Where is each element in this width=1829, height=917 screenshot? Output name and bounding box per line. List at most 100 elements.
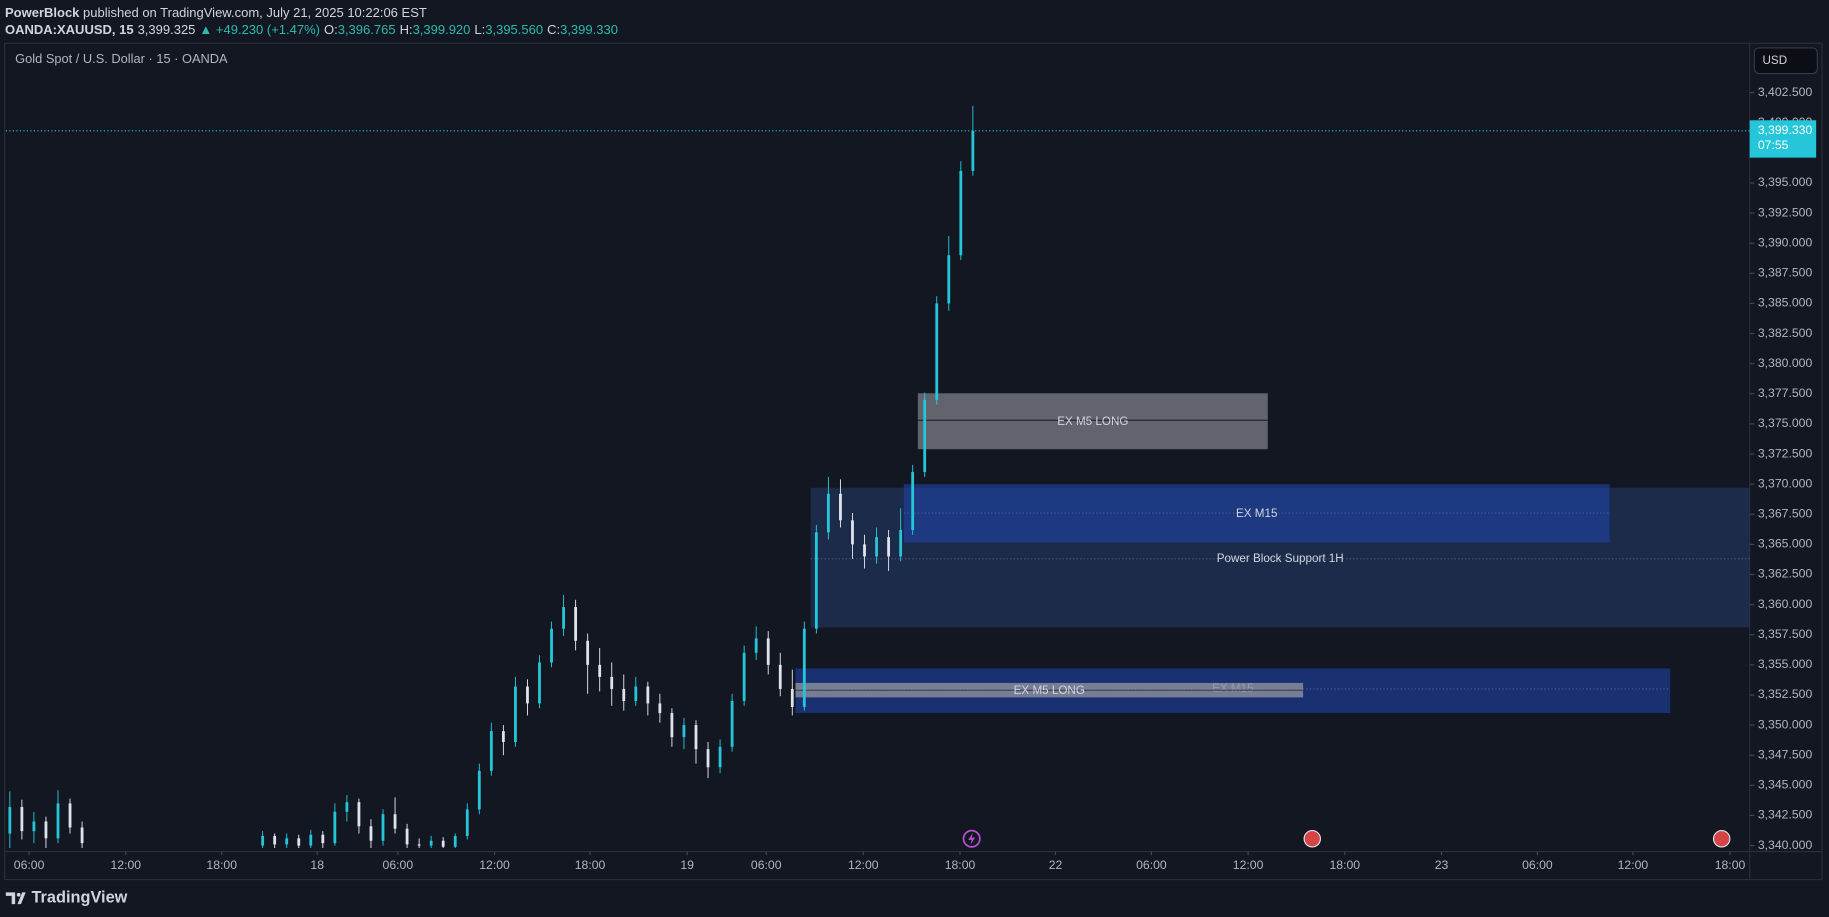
candle-body (32, 821, 36, 832)
header-line-1: PowerBlock published on TradingView.com,… (5, 4, 622, 21)
x-tick-label: 06:00 (1522, 858, 1553, 872)
x-tick-label: 12:00 (479, 858, 510, 872)
candle-body (887, 537, 890, 557)
candle-body (345, 802, 349, 812)
candle-body (405, 828, 409, 845)
candle-body (754, 638, 758, 653)
candle-body (550, 628, 553, 663)
candle-body (44, 821, 48, 839)
candle-body (694, 725, 698, 750)
candle-body (827, 493, 830, 533)
candle-body (441, 840, 445, 847)
candle-body (610, 676, 614, 689)
candle-body (321, 834, 325, 844)
y-tick-label: 3,342.500 (1758, 808, 1813, 822)
zone (917, 393, 1268, 450)
y-tick-label: 3,375.000 (1758, 416, 1813, 430)
candle-body (923, 399, 927, 473)
x-tick-label: 18:00 (945, 858, 976, 872)
candle-body (357, 802, 361, 827)
candle-body (333, 811, 337, 844)
y-tick-label: 3,372.500 (1758, 446, 1813, 460)
candle-body (68, 803, 72, 828)
y-tick-label: 3,392.500 (1758, 205, 1813, 219)
candle-body (574, 607, 578, 641)
ohlc-key: L: (474, 22, 486, 37)
x-tick-label: 06:00 (751, 858, 782, 872)
currency-box[interactable] (1753, 47, 1818, 75)
y-tick-label: 3,380.000 (1758, 356, 1813, 370)
candle-body (766, 638, 770, 665)
candle-body (959, 170, 963, 256)
last-price-tag (1749, 120, 1817, 158)
candle-body (935, 303, 939, 400)
candle-body (273, 835, 277, 845)
y-tick-label: 3,402.500 (1758, 85, 1813, 99)
candle-body (670, 713, 674, 738)
candle-body (778, 664, 782, 689)
y-tick-label: 3,385.000 (1758, 296, 1813, 310)
candle-body (814, 532, 818, 629)
x-tick-label: 12:00 (110, 858, 141, 872)
plot: Power Block Support 1H EX M15 EX M5 LONG EX… (5, 105, 1750, 848)
ohlc-key: O: (323, 22, 338, 37)
candle-body (526, 686, 529, 704)
candle-body (947, 255, 951, 304)
event-icon[interactable] (1712, 830, 1731, 848)
candle-body (489, 731, 493, 771)
candle-body (562, 607, 565, 629)
candle-body (297, 838, 301, 846)
candle-body (453, 835, 457, 847)
event-icon[interactable] (962, 829, 981, 848)
x-tick-label: 12:00 (1233, 858, 1264, 872)
candle-body (622, 688, 626, 702)
x-tick-label: 23 (1435, 858, 1449, 872)
y-tick-label: 3,345.000 (1758, 778, 1813, 792)
brand: TradingView (31, 889, 127, 907)
candle-body (802, 628, 806, 708)
countdown: 07:55 (1758, 138, 1789, 152)
zone-label: EX M5 LONG (1014, 684, 1085, 697)
candle-body (56, 803, 60, 839)
candle-body (718, 746, 722, 768)
candle-body (285, 838, 289, 845)
candle-body (465, 809, 469, 836)
y-tick-label: 3,365.000 (1758, 537, 1813, 551)
events (962, 829, 1731, 848)
candle-body (80, 827, 84, 844)
candle-body (730, 701, 734, 747)
pane (4, 42, 1823, 881)
zone-label: Power Block Support 1H (1217, 552, 1344, 565)
candle-body (8, 807, 12, 834)
candle-body (851, 520, 854, 545)
candle-body (20, 807, 24, 832)
y-tick-label: 3,390.000 (1758, 235, 1813, 249)
y-tick-label: 3,352.500 (1758, 687, 1813, 701)
event-bolt (968, 832, 976, 845)
candle-body (790, 688, 794, 708)
candle-body (538, 662, 541, 704)
candle-body (742, 652, 746, 702)
logo-shape (5, 892, 26, 905)
y-tick-label: 3,340.000 (1758, 838, 1813, 852)
y-tick-label: 3,395.000 (1758, 175, 1813, 189)
candle-body (369, 826, 373, 841)
candle-body (706, 749, 710, 768)
brand-logo (5, 892, 26, 905)
x-tick-label: 06:00 (14, 858, 45, 872)
ohlc-key: H: (399, 22, 413, 37)
header-line-2: OANDA:XAUUSD, 15 3,399.325 ▲ +49.230 (+1.4… (5, 21, 622, 38)
y-tick-label: 3,362.500 (1758, 567, 1813, 581)
y-tick-label: 3,360.000 (1758, 597, 1813, 611)
last-price-label: 3,399.330 (1758, 123, 1813, 137)
candle-body (658, 703, 662, 714)
chart-title: Gold Spot / U.S. Dollar · 15 · OANDA (15, 51, 228, 66)
x-tick-label: 06:00 (383, 858, 414, 872)
zone-label: EX M15 (1236, 507, 1277, 520)
symbol: OANDA:XAUUSD, 15 (5, 22, 134, 37)
y-tick-label: 3,377.500 (1758, 386, 1813, 400)
price: 3,399.325 (137, 22, 196, 37)
y-tick-label: 3,347.500 (1758, 747, 1813, 761)
ohlc-value: 3,399.920 (412, 22, 471, 37)
event-icon[interactable] (1303, 830, 1322, 848)
